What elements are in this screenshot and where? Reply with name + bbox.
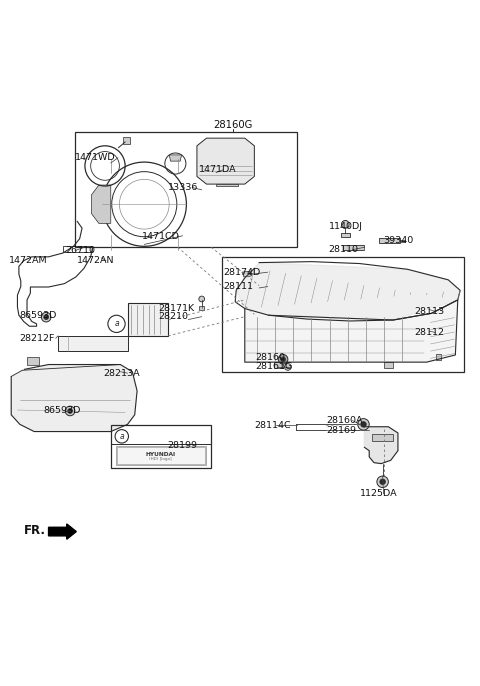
Text: 1471WD: 1471WD — [75, 153, 116, 163]
Text: HYUNDAI: HYUNDAI — [145, 451, 175, 457]
Circle shape — [199, 296, 204, 302]
Text: 86593D: 86593D — [44, 407, 81, 416]
Text: a: a — [120, 431, 124, 441]
Text: 86593D: 86593D — [19, 311, 56, 320]
Text: 28174D: 28174D — [223, 268, 261, 276]
Text: 28160A: 28160A — [326, 416, 363, 425]
Text: FR.: FR. — [24, 524, 46, 537]
Polygon shape — [123, 137, 130, 144]
Text: 28213A: 28213A — [104, 368, 140, 378]
Text: 28160G: 28160G — [213, 120, 252, 130]
Circle shape — [108, 316, 125, 333]
Bar — [222, 257, 464, 372]
Polygon shape — [364, 427, 398, 464]
Polygon shape — [197, 138, 254, 184]
Polygon shape — [340, 233, 350, 237]
Text: 39340: 39340 — [384, 236, 414, 245]
Circle shape — [285, 364, 291, 370]
Text: 26710: 26710 — [65, 246, 96, 255]
Circle shape — [44, 315, 48, 320]
Circle shape — [68, 409, 72, 414]
Text: 28199: 28199 — [167, 441, 197, 451]
Polygon shape — [169, 155, 181, 161]
Text: 28160: 28160 — [255, 353, 285, 362]
Polygon shape — [384, 362, 393, 368]
Text: 1471CD: 1471CD — [142, 233, 180, 241]
Circle shape — [65, 406, 75, 416]
Bar — [128, 303, 168, 336]
Circle shape — [360, 421, 366, 427]
Bar — [111, 425, 211, 469]
Text: 13336: 13336 — [168, 183, 199, 192]
Polygon shape — [48, 524, 76, 539]
Text: 28210: 28210 — [158, 312, 189, 321]
Text: 1472AN: 1472AN — [77, 256, 115, 265]
Circle shape — [358, 418, 369, 430]
Text: 1125DA: 1125DA — [360, 489, 397, 498]
Circle shape — [377, 476, 388, 488]
Polygon shape — [379, 238, 400, 244]
Text: 28112: 28112 — [415, 328, 444, 337]
Circle shape — [115, 429, 129, 443]
Polygon shape — [274, 362, 283, 368]
Text: 28171K: 28171K — [158, 304, 195, 313]
Polygon shape — [58, 336, 128, 351]
Polygon shape — [245, 300, 458, 362]
Bar — [116, 446, 206, 465]
Polygon shape — [436, 354, 441, 359]
Text: 28114C: 28114C — [254, 421, 291, 430]
Polygon shape — [343, 245, 364, 250]
Polygon shape — [400, 239, 405, 241]
Circle shape — [341, 220, 349, 228]
Polygon shape — [92, 185, 111, 224]
Polygon shape — [372, 434, 393, 441]
Polygon shape — [199, 306, 204, 311]
Circle shape — [41, 312, 51, 322]
Text: 28113: 28113 — [415, 307, 445, 316]
Bar — [118, 447, 204, 464]
Polygon shape — [242, 271, 252, 277]
Circle shape — [380, 479, 385, 485]
Circle shape — [278, 355, 288, 364]
Polygon shape — [216, 184, 238, 187]
Text: 28169: 28169 — [326, 425, 356, 435]
Polygon shape — [236, 263, 460, 320]
Circle shape — [281, 357, 286, 362]
Text: 1471DA: 1471DA — [199, 165, 237, 174]
Text: 1140DJ: 1140DJ — [328, 222, 362, 231]
Text: 28110: 28110 — [328, 245, 359, 255]
Text: 28161G: 28161G — [255, 362, 293, 371]
Bar — [63, 246, 92, 252]
Text: (HD) [logo]: (HD) [logo] — [149, 457, 171, 461]
Text: 28212F: 28212F — [19, 333, 54, 343]
Text: a: a — [114, 320, 119, 329]
Bar — [75, 132, 298, 247]
Polygon shape — [11, 364, 137, 431]
Text: 28111: 28111 — [223, 282, 253, 291]
Polygon shape — [27, 357, 39, 364]
Text: 1472AM: 1472AM — [9, 256, 48, 265]
